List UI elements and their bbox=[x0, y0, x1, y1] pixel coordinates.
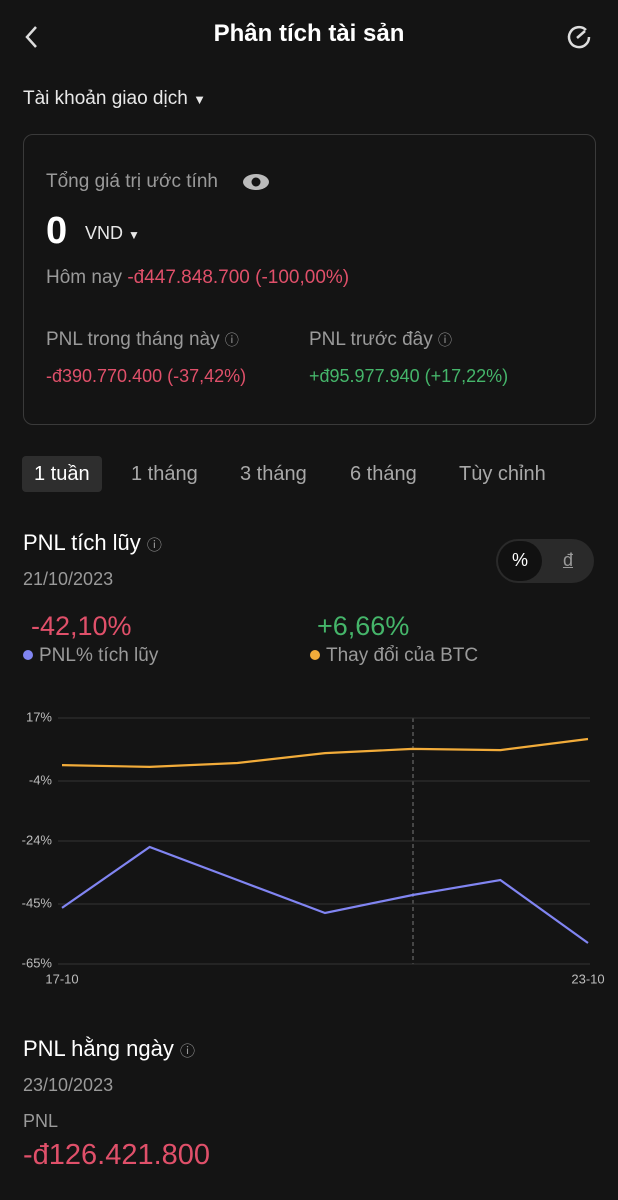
refresh-button[interactable] bbox=[565, 23, 593, 51]
daily-label: PNL bbox=[23, 1111, 59, 1131]
pnl-month-text: PNL trong tháng này bbox=[46, 329, 220, 350]
y-tick-label: -65% bbox=[22, 955, 53, 970]
x-tick-label: 23-10 bbox=[571, 971, 604, 986]
toggle-option[interactable]: % bbox=[511, 550, 528, 570]
today-row: Hôm nay -đ447.848.700 (-100,00%) bbox=[46, 267, 349, 289]
pnl-prev-text: PNL trước đây bbox=[309, 329, 433, 350]
pnl-prev-value: +đ95.977.940 (+17,22%) bbox=[309, 366, 509, 386]
tab[interactable]: 6 tháng bbox=[350, 463, 417, 485]
summary-card bbox=[23, 134, 596, 425]
pnl-month-value: -đ390.770.400 (-37,42%) bbox=[46, 366, 247, 386]
tab[interactable]: Tùy chỉnh bbox=[459, 463, 546, 485]
y-tick-label: -24% bbox=[22, 832, 53, 847]
today-label: Hôm nay bbox=[46, 267, 123, 288]
series-line bbox=[61, 845, 589, 944]
legend-label: Thay đổi của BTC bbox=[326, 645, 479, 666]
pnl-prev-label: PNL trước đây ⓘ bbox=[309, 329, 453, 350]
stat-value: -42,10% bbox=[31, 611, 132, 641]
daily-title-text: PNL hằng ngày bbox=[23, 1036, 174, 1061]
tab[interactable]: 1 tuần bbox=[22, 456, 102, 492]
currency-selector[interactable]: VND ▼ bbox=[85, 223, 140, 243]
legend-item: Thay đổi của BTC bbox=[310, 645, 478, 667]
daily-value: -đ126.421.800 bbox=[23, 1139, 211, 1171]
eye-icon[interactable] bbox=[241, 172, 271, 192]
summary-label: Tổng giá trị ước tính bbox=[46, 171, 218, 192]
y-tick-label: 17% bbox=[26, 709, 52, 724]
legend-label: PNL% tích lũy bbox=[39, 645, 159, 666]
unit-toggle[interactable]: % đ bbox=[496, 539, 594, 583]
chart: 17% -4% -24% -45% -65%17-10 23-10 bbox=[22, 709, 605, 986]
tab[interactable]: 1 tháng bbox=[131, 463, 198, 485]
cumulative-title: PNL tích lũy ⓘ bbox=[23, 530, 162, 555]
account-label: Tài khoản giao dịch bbox=[23, 88, 188, 109]
daily-title: PNL hằng ngày ⓘ bbox=[23, 1036, 195, 1061]
cumulative-title-text: PNL tích lũy bbox=[23, 530, 141, 555]
series-line bbox=[61, 737, 589, 769]
currency: VND bbox=[85, 223, 124, 243]
tab[interactable]: 3 tháng bbox=[240, 463, 307, 485]
account-selector[interactable]: Tài khoản giao dịch ▼ bbox=[23, 88, 206, 109]
summary-value: 0 bbox=[46, 210, 68, 252]
daily-date: 23/10/2023 bbox=[23, 1075, 114, 1095]
y-tick-label: -4% bbox=[29, 772, 53, 787]
cumulative-date: 21/10/2023 bbox=[23, 569, 114, 589]
pnl-month-label: PNL trong tháng này ⓘ bbox=[46, 329, 239, 350]
legend-item: PNL% tích lũy bbox=[23, 645, 158, 667]
stat-value: +6,66% bbox=[317, 611, 410, 641]
today-value: -đ447.848.700 (-100,00%) bbox=[127, 267, 350, 288]
page-title: Phân tích tài sản bbox=[213, 20, 405, 47]
back-button[interactable] bbox=[22, 24, 42, 50]
y-tick-label: -45% bbox=[22, 895, 53, 910]
toggle-option[interactable]: đ bbox=[562, 550, 573, 570]
x-tick-label: 17-10 bbox=[45, 971, 78, 986]
